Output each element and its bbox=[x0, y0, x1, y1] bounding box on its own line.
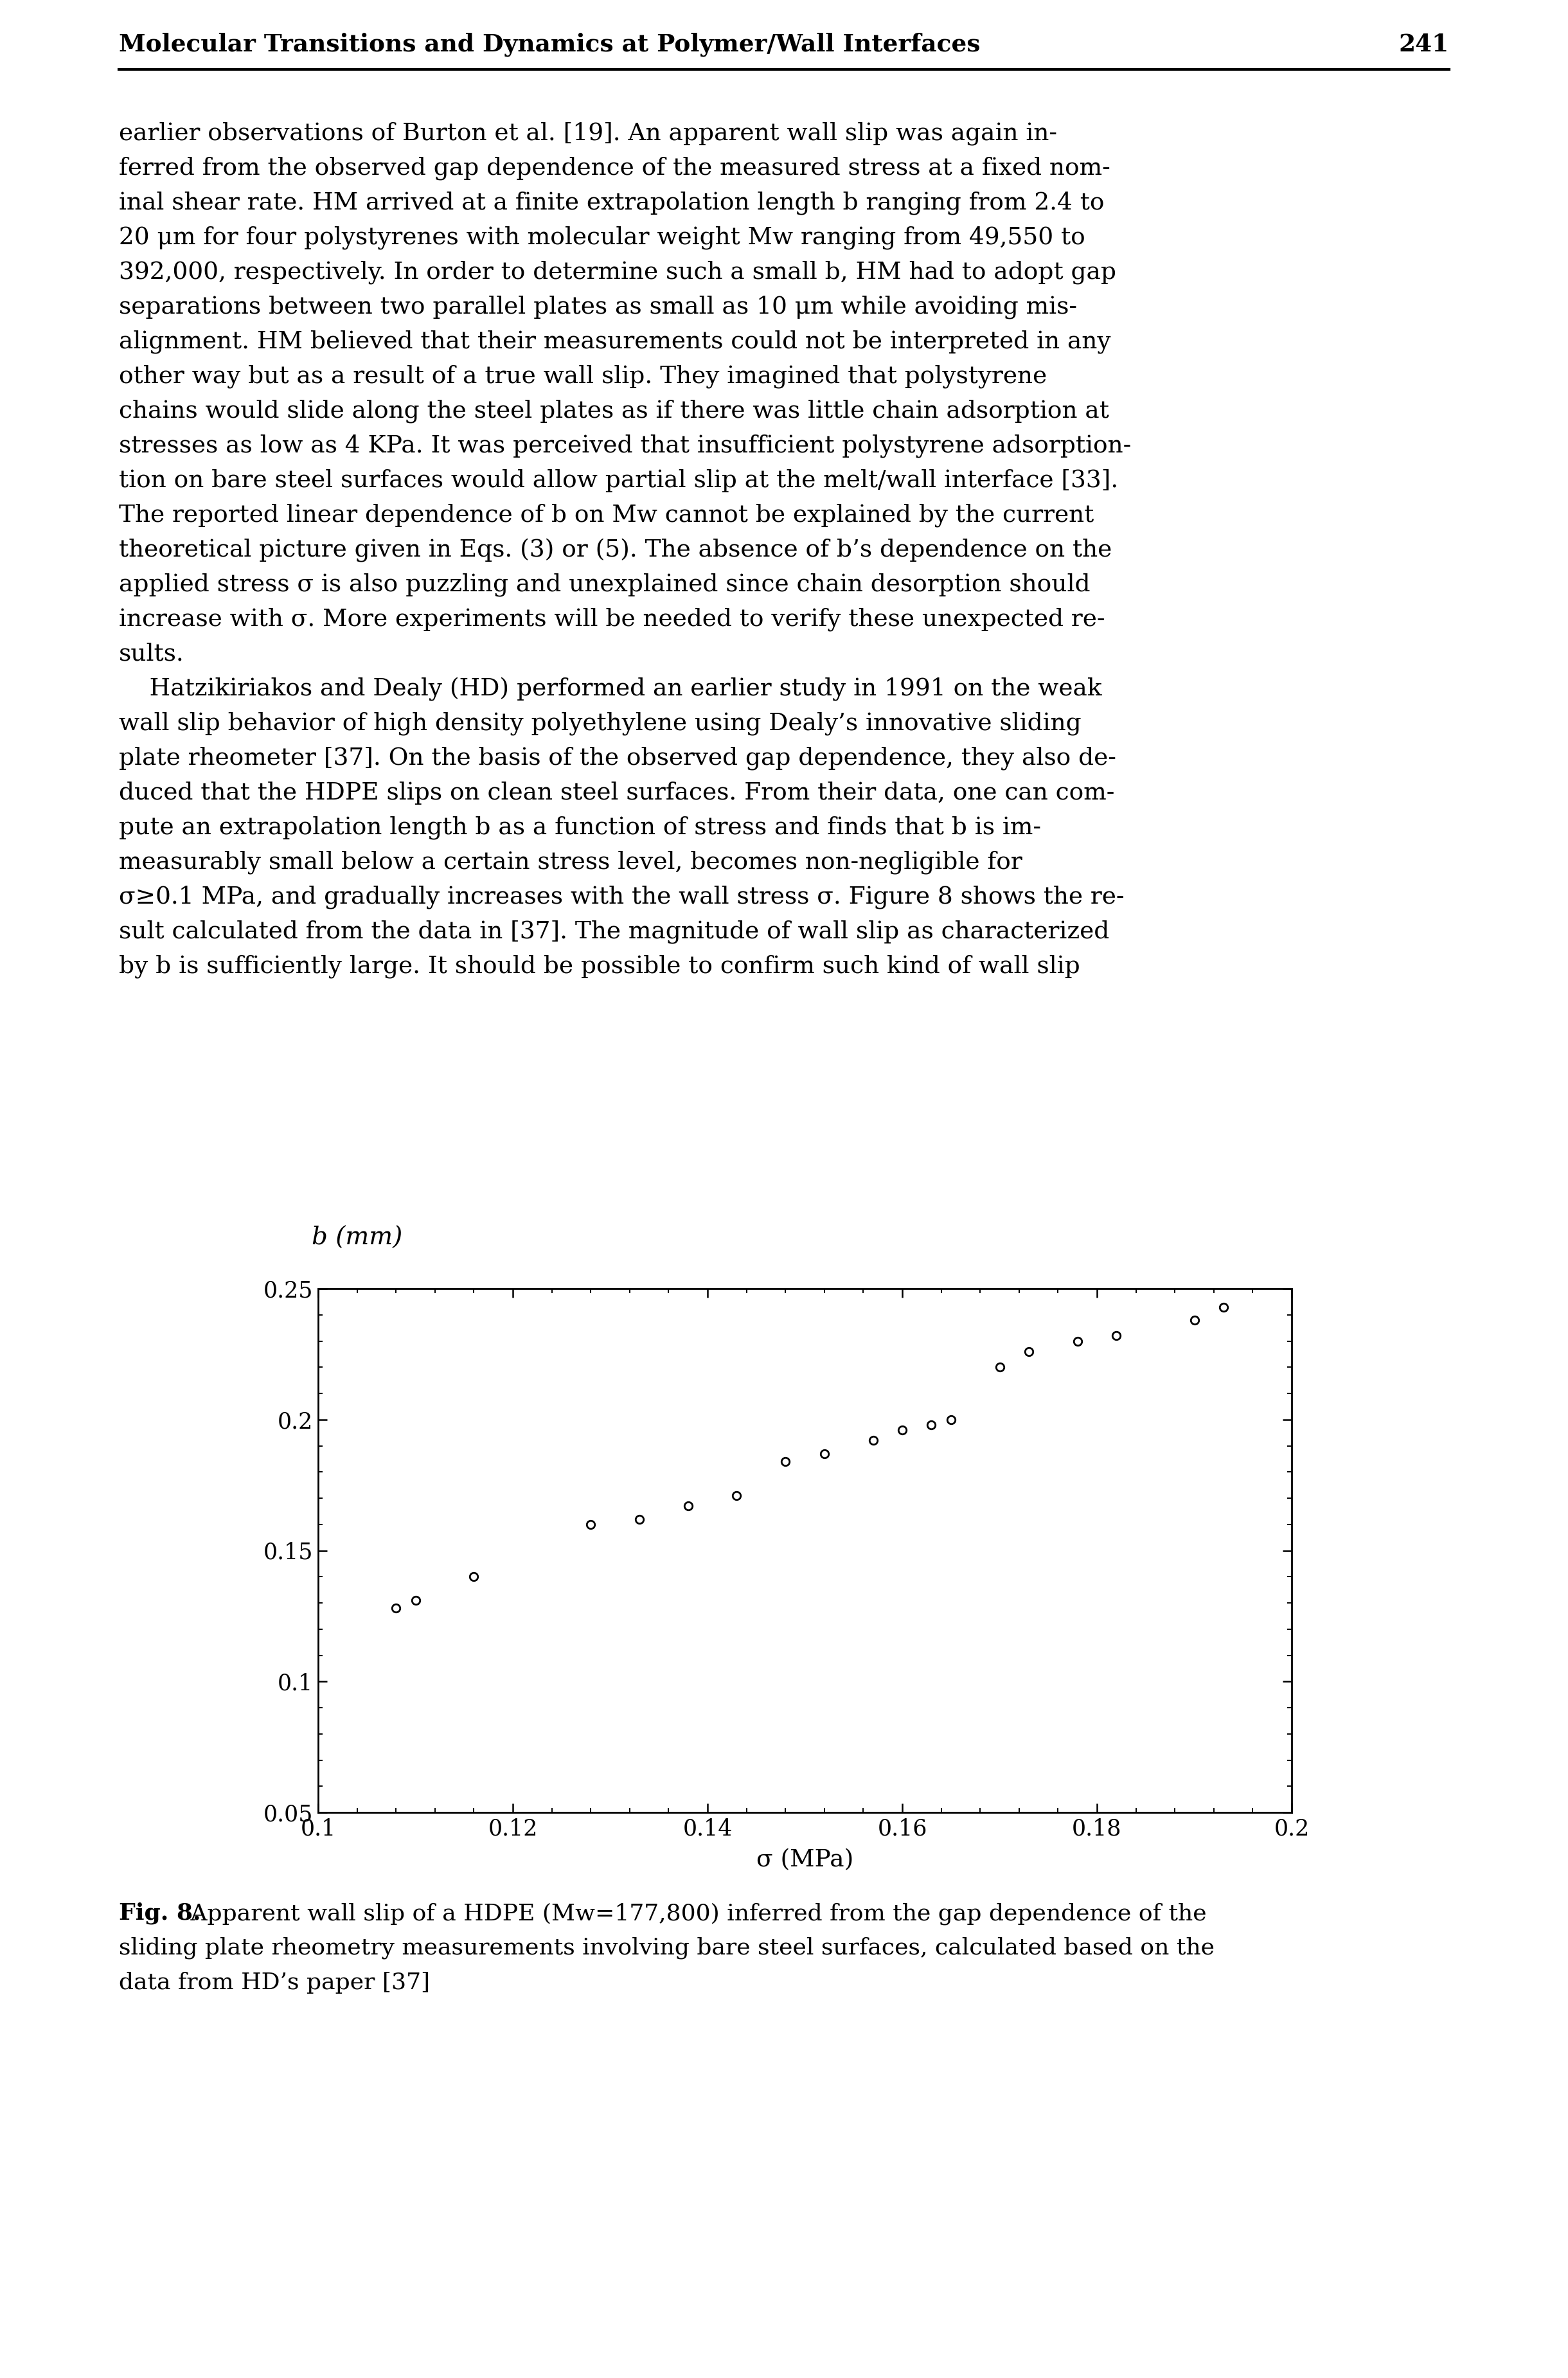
Text: earlier observations of Burton et al. [19]. An apparent wall slip was again in-: earlier observations of Burton et al. [1… bbox=[119, 121, 1057, 145]
Text: increase with σ. More experiments will be needed to verify these unexpected re-: increase with σ. More experiments will b… bbox=[119, 609, 1105, 633]
Text: theoretical picture given in Eqs. (3) or (5). The absence of b’s dependence on t: theoretical picture given in Eqs. (3) or… bbox=[119, 537, 1112, 561]
Text: ferred from the observed gap dependence of the measured stress at a fixed nom-: ferred from the observed gap dependence … bbox=[119, 157, 1110, 181]
X-axis label: σ (MPa): σ (MPa) bbox=[756, 1848, 853, 1871]
Text: alignment. HM believed that their measurements could not be interpreted in any: alignment. HM believed that their measur… bbox=[119, 331, 1110, 354]
Text: plate rheometer [37]. On the basis of the observed gap dependence, they also de-: plate rheometer [37]. On the basis of th… bbox=[119, 747, 1116, 770]
Text: separations between two parallel plates as small as 10 μm while avoiding mis-: separations between two parallel plates … bbox=[119, 295, 1077, 319]
Text: 392,000, respectively. In order to determine such a small b, HM had to adopt gap: 392,000, respectively. In order to deter… bbox=[119, 262, 1116, 285]
Text: The reported linear dependence of b on Mw cannot be explained by the current: The reported linear dependence of b on M… bbox=[119, 504, 1094, 528]
Text: other way but as a result of a true wall slip. They imagined that polystyrene: other way but as a result of a true wall… bbox=[119, 366, 1047, 388]
Text: applied stress σ is also puzzling and unexplained since chain desorption should: applied stress σ is also puzzling and un… bbox=[119, 573, 1090, 597]
Text: sult calculated from the data in [37]. The magnitude of wall slip as characteriz: sult calculated from the data in [37]. T… bbox=[119, 920, 1109, 944]
Text: Apparent wall slip of a HDPE (Mw=177,800) inferred from the gap dependence of th: Apparent wall slip of a HDPE (Mw=177,800… bbox=[183, 1902, 1207, 1924]
Text: data from HD’s paper [37]: data from HD’s paper [37] bbox=[119, 1971, 430, 1993]
Text: stresses as low as 4 KPa. It was perceived that insufficient polystyrene adsorpt: stresses as low as 4 KPa. It was perceiv… bbox=[119, 435, 1131, 459]
Text: b (mm): b (mm) bbox=[312, 1227, 403, 1251]
Text: Fig. 8.: Fig. 8. bbox=[119, 1902, 201, 1924]
Text: σ≥0.1 MPa, and gradually increases with the wall stress σ. Figure 8 shows the re: σ≥0.1 MPa, and gradually increases with … bbox=[119, 885, 1124, 908]
Text: by b is sufficiently large. It should be possible to confirm such kind of wall s: by b is sufficiently large. It should be… bbox=[119, 956, 1080, 977]
Text: Hatzikiriakos and Dealy (HD) performed an earlier study in 1991 on the weak: Hatzikiriakos and Dealy (HD) performed a… bbox=[119, 678, 1102, 702]
Text: sults.: sults. bbox=[119, 642, 185, 666]
Text: 20 μm for four polystyrenes with molecular weight Mw ranging from 49,550 to: 20 μm for four polystyrenes with molecul… bbox=[119, 226, 1085, 250]
Text: 241: 241 bbox=[1399, 33, 1449, 57]
Text: wall slip behavior of high density polyethylene using Dealy’s innovative sliding: wall slip behavior of high density polye… bbox=[119, 711, 1082, 735]
Text: tion on bare steel surfaces would allow partial slip at the melt/wall interface : tion on bare steel surfaces would allow … bbox=[119, 468, 1118, 492]
Text: duced that the HDPE slips on clean steel surfaces. From their data, one can com-: duced that the HDPE slips on clean steel… bbox=[119, 782, 1115, 804]
Text: pute an extrapolation length b as a function of stress and finds that b is im-: pute an extrapolation length b as a func… bbox=[119, 816, 1041, 839]
Text: sliding plate rheometry measurements involving bare steel surfaces, calculated b: sliding plate rheometry measurements inv… bbox=[119, 1938, 1215, 1959]
Text: Molecular Transitions and Dynamics at Polymer/Wall Interfaces: Molecular Transitions and Dynamics at Po… bbox=[119, 33, 980, 57]
Text: inal shear rate. HM arrived at a finite extrapolation length b ranging from 2.4 : inal shear rate. HM arrived at a finite … bbox=[119, 193, 1104, 214]
Text: measurably small below a certain stress level, becomes non-negligible for: measurably small below a certain stress … bbox=[119, 851, 1022, 875]
Text: chains would slide along the steel plates as if there was little chain adsorptio: chains would slide along the steel plate… bbox=[119, 400, 1109, 423]
